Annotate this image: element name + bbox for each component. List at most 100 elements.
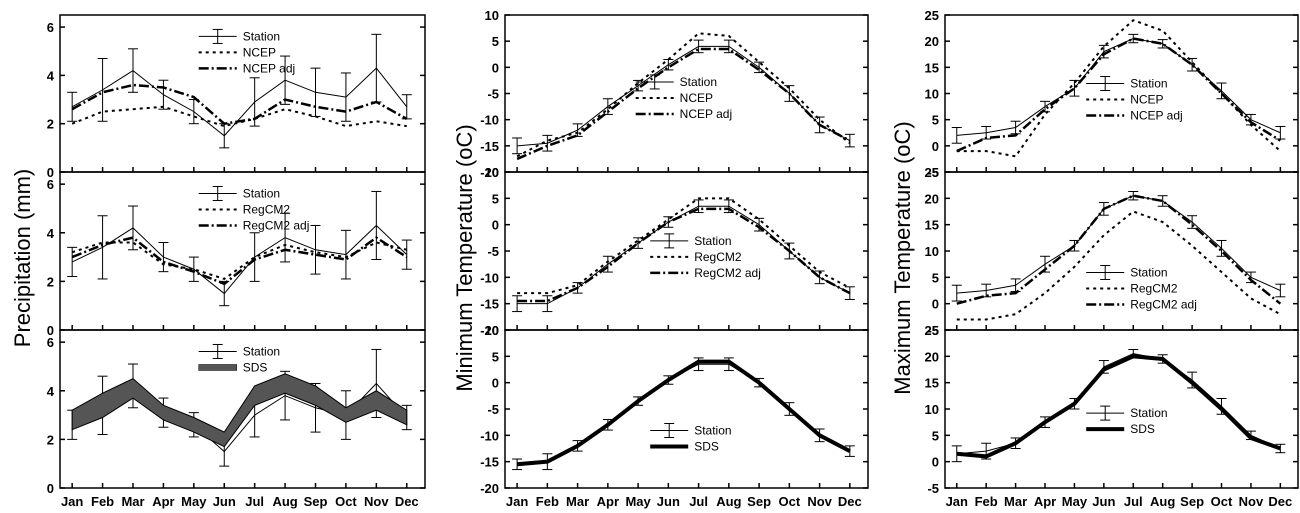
x-tick-label: Jun bbox=[1092, 494, 1115, 509]
x-tick-label: Apr bbox=[152, 494, 174, 509]
series-station bbox=[67, 190, 412, 307]
x-tick-label: Dec bbox=[838, 494, 862, 509]
x-tick-label: Oct bbox=[335, 494, 357, 509]
x-tick-label: May bbox=[625, 494, 651, 509]
legend-key bbox=[198, 185, 237, 201]
y-tick-label: -10 bbox=[480, 428, 499, 443]
y-tick-label: 6 bbox=[47, 335, 54, 350]
series-station bbox=[512, 199, 855, 313]
y-tick-label: 5 bbox=[492, 34, 499, 49]
legend-label: Station bbox=[243, 344, 280, 358]
panel-tmin-ncep: -20 -15 -10 -5 0 5 10 Station NCEP NCEP adj bbox=[480, 8, 869, 180]
panel-grid: 0 2 4 6 Station NCEP NCEP adj 0 2 4 6 Station RegCM2… bbox=[47, 8, 1299, 509]
legend: Station RegCM2 RegCM2 adj bbox=[198, 185, 309, 232]
y-tick-label: 0 bbox=[47, 481, 54, 496]
legend-key bbox=[650, 422, 689, 438]
x-tick-label: Jan bbox=[61, 494, 83, 509]
y-tick-label: -5 bbox=[487, 244, 499, 259]
legend: Station RegCM2 RegCM2 adj bbox=[650, 233, 761, 280]
series-line bbox=[956, 38, 1281, 136]
y-tick-label: 0 bbox=[47, 165, 54, 180]
panel-tmin-sds: -20 -15 -10 -5 0 5 10 Jan Feb Mar Apr May Jun Jul Aug S… bbox=[480, 323, 869, 509]
y-tick-label: -5 bbox=[487, 87, 499, 102]
series-ncep-adj bbox=[71, 83, 408, 126]
y-tick-label: 5 bbox=[492, 349, 499, 364]
series-line bbox=[956, 210, 1281, 321]
y-tick-label: 4 bbox=[47, 384, 55, 399]
panel-tmax-regcm2: -5 0 5 10 15 20 25 Station RegCM2 RegCM2 adj bbox=[925, 165, 1299, 338]
series-regcm2 bbox=[71, 241, 407, 281]
y-tick-label: -5 bbox=[927, 481, 939, 496]
x-tick-label: Oct bbox=[779, 494, 801, 509]
series-regcm2-adj bbox=[517, 207, 851, 303]
x-tick-label: Sep bbox=[747, 494, 771, 509]
x-tick-label: Mar bbox=[566, 494, 589, 509]
y-tick-label: -5 bbox=[927, 323, 939, 338]
y-tick-label: 15 bbox=[925, 218, 939, 233]
legend-label: NCEP adj bbox=[1130, 109, 1182, 123]
y-tick-label: -20 bbox=[480, 481, 499, 496]
series-sds bbox=[71, 373, 408, 448]
legend: Station SDS bbox=[1086, 405, 1168, 436]
legend-key bbox=[635, 74, 674, 90]
legend-label: SDS bbox=[1130, 422, 1155, 436]
y-tick-label: 4 bbox=[47, 68, 55, 83]
series-regcm2-adj bbox=[71, 236, 408, 286]
legend-key bbox=[198, 343, 237, 359]
x-tick-label: Jun bbox=[213, 494, 236, 509]
x-tick-label: Jan bbox=[946, 494, 968, 509]
x-tick-label: Sep bbox=[1180, 494, 1204, 509]
legend-label: NCEP adj bbox=[680, 107, 732, 121]
x-tick-label: Jul bbox=[689, 494, 708, 509]
panel-frame bbox=[944, 329, 1299, 489]
legend: Station RegCM2 RegCM2 adj bbox=[1086, 264, 1197, 311]
series-line bbox=[71, 67, 408, 137]
x-tick-label: Jan bbox=[506, 494, 528, 509]
x-tick-label: Nov bbox=[807, 494, 832, 509]
x-tick-label: May bbox=[181, 494, 207, 509]
x-tick-label: Mar bbox=[1004, 494, 1027, 509]
series-ncep-adj bbox=[956, 37, 1282, 153]
legend: Station NCEP NCEP adj bbox=[1086, 76, 1183, 123]
y-tick-label: 15 bbox=[925, 60, 939, 75]
series-sds bbox=[956, 354, 1282, 459]
series-ncep bbox=[71, 105, 407, 128]
legend: Station SDS bbox=[198, 343, 280, 374]
x-tick-label: Feb bbox=[975, 494, 998, 509]
legend: Station NCEP NCEP adj bbox=[198, 28, 295, 75]
y-tick-label: 5 bbox=[932, 113, 939, 128]
panel-tmax-ncep: -5 0 5 10 15 20 25 Station NCEP NCEP adj bbox=[925, 8, 1299, 180]
panel-precip-sds: 0 2 4 6 Jan Feb Mar Apr May Jun Jul Aug Sep Oct Nov Dec… bbox=[47, 329, 426, 509]
panel-frame bbox=[504, 171, 869, 331]
panel-tmax-sds: -5 0 5 10 15 20 25 Jan Feb Mar Apr May Jun Jul Aug Sep O… bbox=[925, 323, 1299, 509]
y-tick-label: 5 bbox=[932, 428, 939, 443]
y-tick-label: -15 bbox=[480, 455, 499, 470]
y-tick-label: -10 bbox=[480, 113, 499, 128]
y-tick-label: 0 bbox=[932, 455, 939, 470]
series-line bbox=[956, 19, 1282, 158]
minimum-temperature-y-label: Minimum Temperature (oC) bbox=[452, 124, 477, 391]
series-sds bbox=[516, 359, 851, 467]
y-tick-label: 6 bbox=[47, 177, 54, 192]
y-tick-label: 25 bbox=[925, 165, 939, 180]
legend-key bbox=[650, 233, 689, 249]
legend-label: NCEP adj bbox=[243, 61, 295, 75]
y-tick-label: 25 bbox=[925, 8, 939, 23]
legend-label: Station bbox=[694, 234, 731, 248]
legend-key bbox=[198, 364, 237, 371]
series-station bbox=[67, 33, 412, 149]
legend: Station SDS bbox=[650, 422, 732, 453]
legend-key bbox=[198, 28, 237, 44]
x-tick-label: Jun bbox=[657, 494, 680, 509]
y-tick-label: 10 bbox=[925, 87, 939, 102]
x-tick-label: Sep bbox=[304, 494, 328, 509]
y-tick-label: 10 bbox=[925, 402, 939, 417]
legend-key bbox=[1086, 405, 1125, 421]
x-tick-label: May bbox=[1062, 494, 1088, 509]
y-tick-label: 15 bbox=[925, 376, 939, 391]
x-tick-label: Aug bbox=[716, 494, 741, 509]
y-tick-label: 0 bbox=[492, 376, 499, 391]
series-line bbox=[71, 83, 408, 126]
y-tick-label: 2 bbox=[47, 117, 54, 132]
